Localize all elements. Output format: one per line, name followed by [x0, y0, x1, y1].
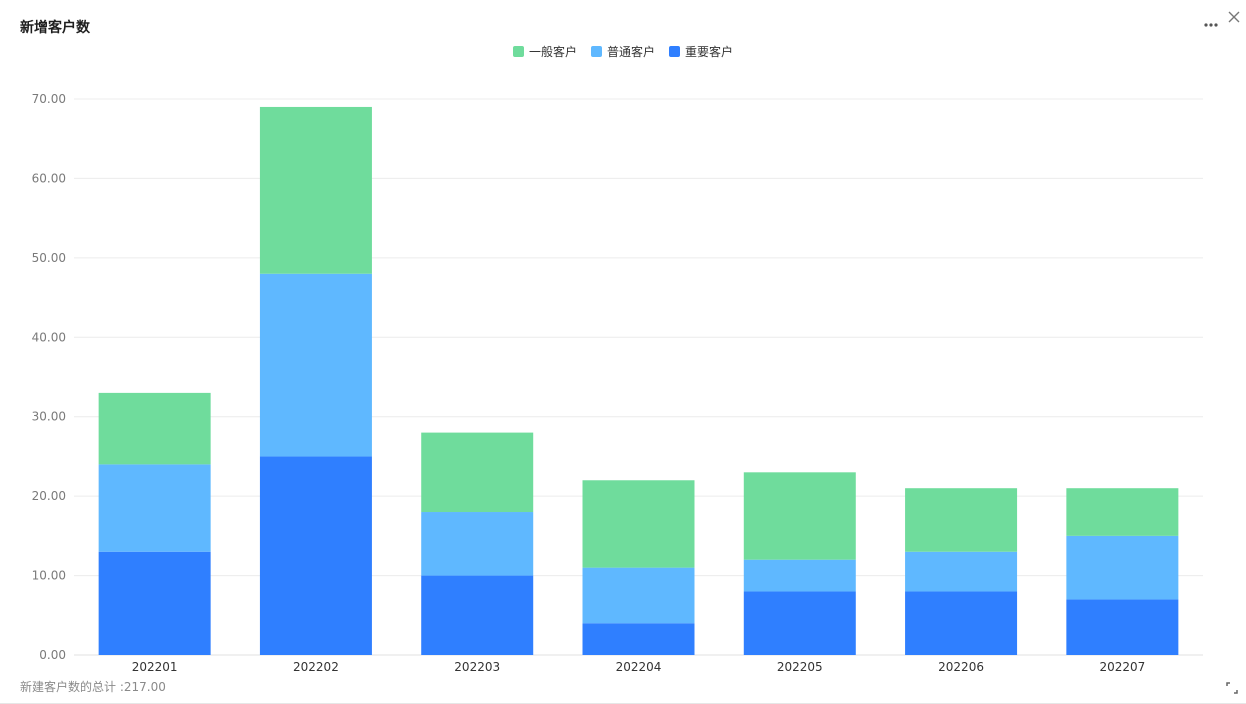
y-tick-label: 10.00	[32, 569, 66, 583]
bar-segment[interactable]	[98, 392, 211, 465]
x-tick-label: 202204	[616, 660, 662, 674]
bar-segment[interactable]	[743, 591, 856, 655]
bar-segment[interactable]	[743, 472, 856, 560]
x-tick-label: 202205	[777, 660, 823, 674]
bar-segment[interactable]	[743, 559, 856, 592]
bar-segment[interactable]	[421, 512, 534, 576]
y-tick-label: 30.00	[32, 410, 66, 424]
x-tick-label: 202203	[454, 660, 500, 674]
legend-swatch	[590, 46, 602, 57]
y-tick-label: 20.00	[32, 489, 66, 503]
bar-segment[interactable]	[582, 623, 695, 655]
bar-segment[interactable]	[582, 480, 695, 568]
bar-segment[interactable]	[98, 464, 211, 552]
bar-segment[interactable]	[1066, 599, 1179, 655]
x-tick-label: 202206	[938, 660, 984, 674]
bar-segment[interactable]	[98, 551, 211, 655]
legend-label: 重要客户	[685, 45, 734, 59]
legend-item[interactable]: 普通客户	[590, 43, 655, 60]
chart-legend: 一般客户 普通客户 重要客户	[0, 43, 1246, 60]
y-tick-label: 40.00	[32, 330, 66, 344]
expand-corner-icon[interactable]	[1225, 681, 1239, 695]
bar-segment[interactable]	[905, 591, 1018, 655]
bar-segment[interactable]	[905, 551, 1018, 592]
y-tick-label: 50.00	[32, 251, 66, 265]
bar-segment[interactable]	[582, 567, 695, 624]
bar-segment[interactable]	[259, 273, 372, 457]
bar-segment[interactable]	[421, 432, 534, 513]
legend-item[interactable]: 一般客户	[512, 43, 577, 60]
bar-segment[interactable]	[259, 106, 372, 274]
legend-label: 普通客户	[606, 45, 655, 59]
bar-segment[interactable]	[1066, 488, 1179, 536]
y-tick-label: 0.00	[39, 648, 66, 662]
x-tick-label: 202207	[1099, 660, 1145, 674]
total-summary: 新建客户数的总计 :217.00	[20, 680, 166, 694]
bar-segment[interactable]	[421, 575, 534, 655]
more-dots-icon[interactable]	[1203, 17, 1219, 33]
bar-segment[interactable]	[259, 456, 372, 655]
legend-swatch	[669, 46, 680, 57]
legend-swatch	[512, 46, 524, 57]
x-tick-label: 202201	[132, 660, 178, 674]
y-tick-label: 70.00	[32, 92, 66, 106]
x-tick-label: 202202	[293, 660, 339, 674]
bar-segment[interactable]	[905, 488, 1018, 552]
legend-item[interactable]: 重要客户	[669, 43, 733, 60]
chart-title: 新增客户数	[20, 20, 90, 36]
legend-label: 一般客户	[528, 45, 577, 59]
y-tick-label: 60.00	[32, 171, 66, 185]
bar-segment[interactable]	[1066, 535, 1179, 600]
close-icon[interactable]	[1226, 9, 1242, 25]
